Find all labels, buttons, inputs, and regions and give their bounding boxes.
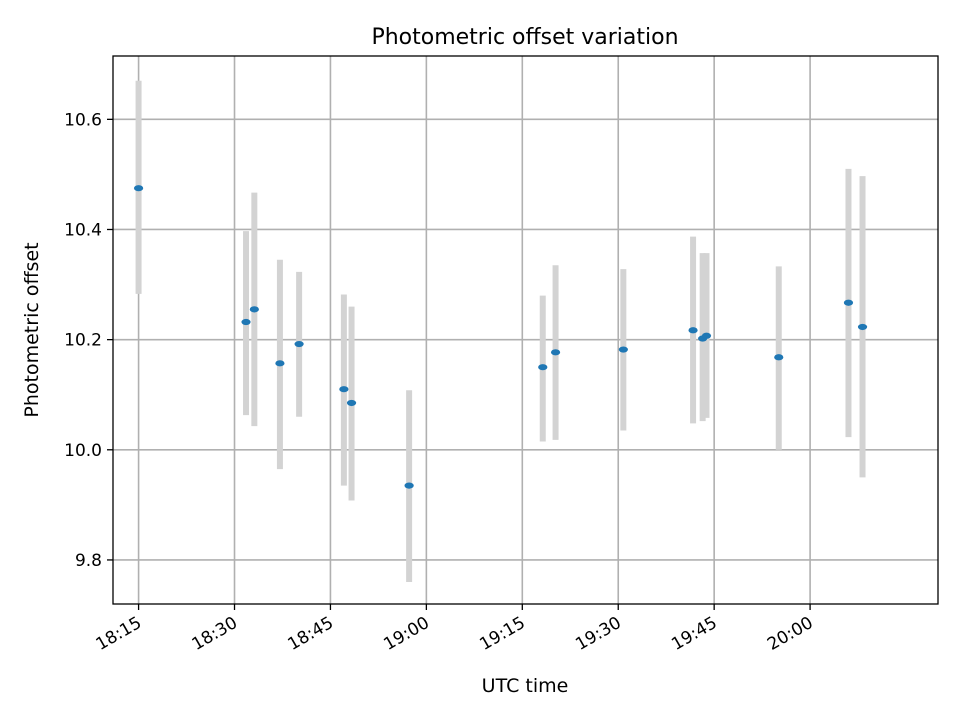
y-tick-label: 10.4 <box>64 220 102 240</box>
data-point <box>550 349 561 356</box>
data-point <box>701 332 712 339</box>
plot-area-frame <box>112 55 939 605</box>
point-layer <box>133 185 868 489</box>
data-point <box>404 482 414 489</box>
y-axis-label: Photometric offset <box>21 242 43 417</box>
y-tick-label: 10.0 <box>64 441 102 461</box>
y-tick-label: 9.8 <box>75 551 102 571</box>
data-point <box>346 399 357 407</box>
data-point <box>249 306 259 313</box>
data-point <box>774 354 784 361</box>
y-tick-label: 10.6 <box>64 110 102 130</box>
x-axis-label: UTC time <box>482 675 569 697</box>
grid-layer <box>113 56 938 604</box>
data-point <box>618 346 628 353</box>
data-point <box>843 299 854 306</box>
data-point <box>275 360 285 367</box>
chart-title: Photometric offset variation <box>371 25 678 50</box>
data-point <box>538 364 548 371</box>
y-axis-ticks: 9.8 10.0 10.2 10.4 10.6 <box>64 110 113 571</box>
data-point <box>133 185 144 192</box>
data-point <box>241 318 251 326</box>
data-point <box>857 323 868 331</box>
data-point <box>294 340 304 348</box>
data-point <box>339 386 349 393</box>
data-point <box>688 327 698 334</box>
y-tick-label: 10.2 <box>64 331 102 351</box>
